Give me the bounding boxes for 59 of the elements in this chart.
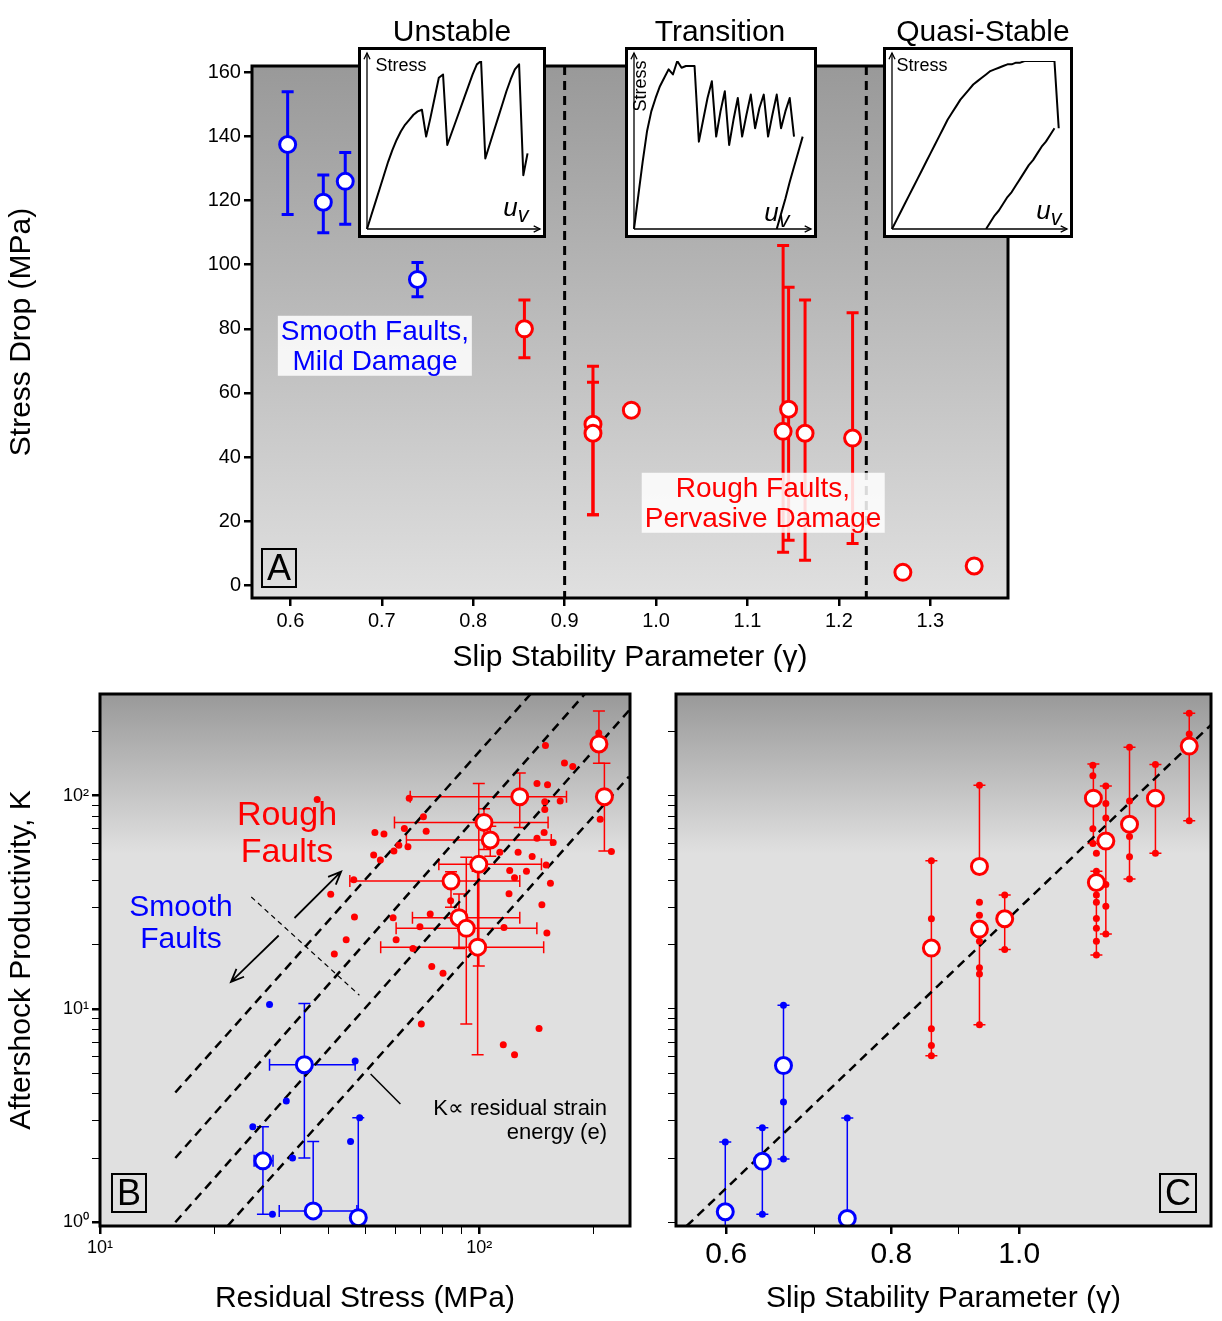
- point: [514, 319, 534, 339]
- chart-title: Transition: [654, 13, 786, 48]
- y-axis-title: Stress: [375, 55, 427, 76]
- y-tick-label: 120: [207, 188, 241, 211]
- chart-title: Quasi-Stable: [896, 13, 1070, 48]
- y-tick-label: 80: [218, 316, 241, 339]
- annotation: Rough Faults: [236, 794, 338, 869]
- x-tick-label: 1.0: [642, 608, 670, 631]
- annotation: C: [1159, 1172, 1197, 1213]
- point: [893, 562, 913, 582]
- x-axis-title: Slip Stability Parameter (γ): [765, 1280, 1122, 1314]
- y-axis-title: Stress: [896, 55, 948, 76]
- x-axis-title: Slip Stability Parameter (γ): [452, 639, 808, 673]
- x-tick-label: 0.8: [459, 608, 488, 631]
- annotation: Smooth Faults: [129, 888, 233, 955]
- point: [843, 428, 863, 448]
- point: [779, 399, 799, 419]
- y-axis-title: Aftershock Productivity, K: [3, 790, 37, 1130]
- x-tick-label: 1.3: [916, 608, 945, 631]
- chart-title: Unstable: [392, 13, 512, 48]
- x-tick-label: 0.9: [550, 608, 579, 631]
- x-tick-label: 10²: [466, 1236, 493, 1257]
- annotation: Rough Faults, Pervasive Damage: [641, 471, 885, 534]
- y-tick-label: 100: [207, 252, 241, 275]
- y-axis-title: Stress: [630, 60, 651, 112]
- point: [278, 135, 298, 155]
- y-tick-label: 140: [207, 124, 241, 147]
- annotation: K∝ residual strain energy (e): [433, 1095, 607, 1144]
- x-axis-title: u$_{v}$: [1036, 195, 1062, 231]
- y-tick-label: 20: [218, 508, 241, 531]
- point: [313, 192, 333, 212]
- y-tick-label: 0: [229, 572, 241, 595]
- annotation: A: [260, 547, 298, 588]
- y-tick-label: 40: [218, 444, 241, 467]
- x-tick-label: 1.2: [824, 608, 853, 631]
- y-tick-label: 60: [218, 380, 241, 403]
- y-axis-title: Stress Drop (MPa): [3, 207, 37, 457]
- y-tick-label: 10⁰: [62, 1211, 89, 1232]
- point: [795, 423, 815, 443]
- x-tick-label: 0.6: [276, 608, 305, 631]
- point: [407, 269, 427, 289]
- point: [964, 556, 984, 576]
- annotation: Smooth Faults, Mild Damage: [277, 314, 473, 377]
- x-tick-label: 0.7: [367, 608, 396, 631]
- point: [773, 421, 793, 441]
- y-tick-label: 10¹: [62, 997, 90, 1018]
- y-tick-label: 10²: [62, 784, 90, 805]
- x-tick-label: 1.1: [733, 608, 762, 631]
- x-axis-title: u$_{v}$: [503, 192, 529, 228]
- x-tick-label: 10¹: [86, 1236, 114, 1257]
- x-tick-label: 0.8: [870, 1236, 913, 1270]
- point: [621, 400, 641, 420]
- annotation: B: [110, 1172, 148, 1213]
- point: [583, 423, 603, 443]
- x-axis-title: Residual Stress (MPa): [214, 1280, 516, 1314]
- y-tick-label: 160: [207, 59, 241, 82]
- x-tick-label: 1.0: [998, 1236, 1041, 1270]
- point: [335, 171, 355, 191]
- x-tick-label: 0.6: [705, 1236, 748, 1270]
